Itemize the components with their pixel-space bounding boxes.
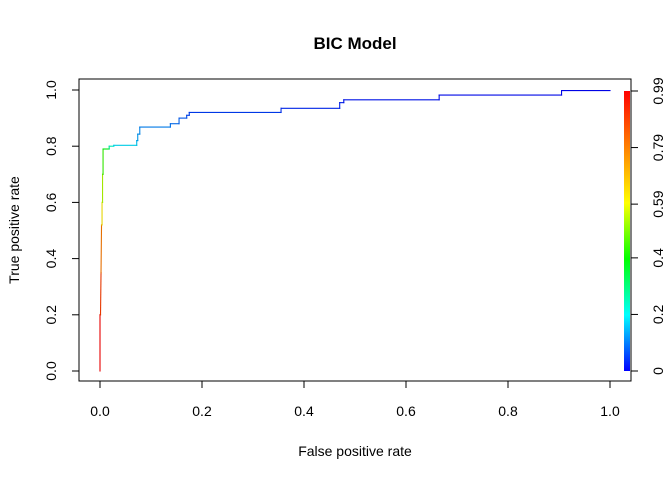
roc-curve-segment: [99, 272, 102, 316]
y-axis: 0.0 0.2 0.4 0.6 0.8 1.0: [43, 80, 80, 381]
x-axis: 0.0 0.2 0.4 0.6 0.8 1.0: [90, 380, 620, 419]
x-tick-label: 0.0: [90, 403, 110, 419]
y-tick-label: 0.4: [43, 249, 59, 269]
colorkey-bar: [624, 91, 630, 371]
colorkey-label: 0.4: [650, 248, 666, 268]
roc-curve: [99, 90, 611, 372]
x-tick-label: 1.0: [600, 403, 620, 419]
x-axis-title: False positive rate: [298, 443, 412, 459]
colorkey-label: 0.99: [650, 77, 666, 104]
colorkey-label: 0.59: [650, 190, 666, 217]
plot-frame: [78, 78, 632, 382]
y-tick-label: 0.8: [43, 136, 59, 156]
colorkey-label: 0.2: [650, 304, 666, 324]
y-tick-label: 0.2: [43, 305, 59, 325]
chart-title: BIC Model: [313, 34, 396, 53]
x-tick-label: 0.6: [396, 403, 416, 419]
roc-curve-segment: [100, 224, 103, 274]
colorkey-axis: 0 0.2 0.4 0.59 0.79 0.99: [631, 77, 666, 375]
x-tick-label: 0.8: [498, 403, 518, 419]
y-axis-title: True positive rate: [6, 176, 22, 284]
y-tick-label: 0.0: [43, 361, 59, 381]
colorkey-label: 0: [650, 367, 666, 375]
x-tick-label: 0.4: [294, 403, 314, 419]
y-tick-label: 1.0: [43, 80, 59, 100]
x-tick-label: 0.2: [192, 403, 212, 419]
y-tick-label: 0.6: [43, 192, 59, 212]
colorkey-label: 0.79: [650, 134, 666, 161]
